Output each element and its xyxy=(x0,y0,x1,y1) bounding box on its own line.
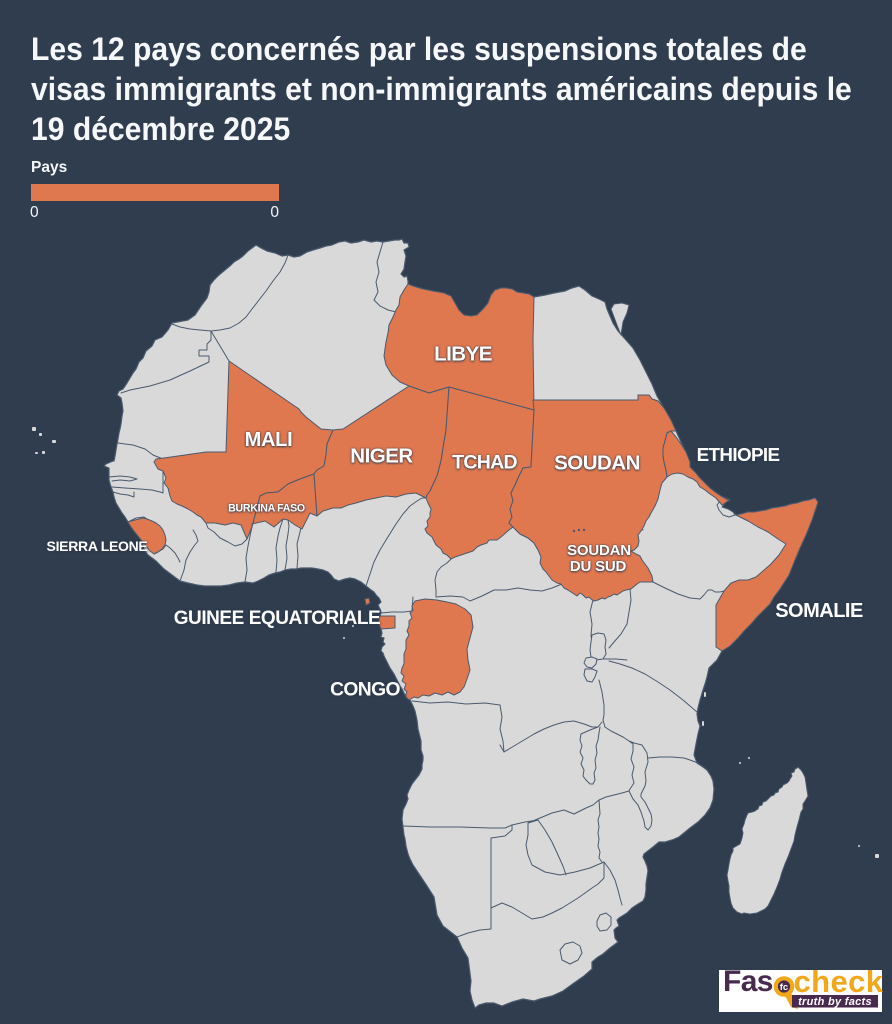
svg-text:truth by facts: truth by facts xyxy=(798,996,872,1008)
svg-text:fc: fc xyxy=(780,982,788,993)
